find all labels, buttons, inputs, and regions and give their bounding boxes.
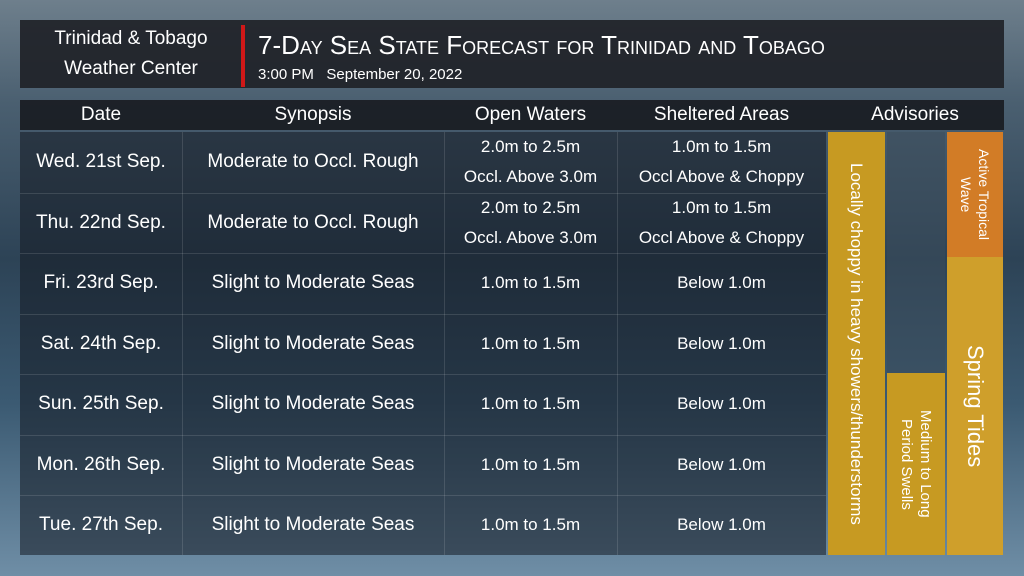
cell: Mon. 26th Sep. [36, 453, 166, 475]
cell-line: 1.0m to 1.5m [480, 515, 581, 535]
advisory-line: Period Swells [898, 418, 915, 510]
table-header-bar [20, 100, 1004, 130]
cell: Slight to Moderate Seas [211, 272, 415, 294]
column-header: Synopsis [274, 104, 352, 125]
org-line: Weather Center [64, 58, 198, 79]
org: Trinidad & Tobago Weather Center [20, 20, 242, 88]
org-line: Trinidad & Tobago [54, 28, 208, 49]
column-divider [444, 132, 445, 555]
cell: Below 1.0m [617, 253, 826, 314]
cell-line: Below 1.0m [677, 273, 766, 293]
cell-line: 1.0m to 1.5m [480, 394, 581, 414]
cell: Slight to Moderate Seas [211, 393, 415, 415]
cell-line: Occl Above & Choppy [638, 167, 805, 187]
advisory-empty [887, 132, 945, 373]
cell-line: Below 1.0m [677, 333, 766, 353]
column-header: Sheltered Areas [653, 104, 790, 125]
cell-line: Below 1.0m [677, 394, 766, 414]
timestamp: 3:00 PM September 20, 2022 [258, 66, 462, 83]
cell: 2.0m to 2.5m Occl. Above 3.0m [444, 132, 617, 193]
advisory-line: Spring Tides [963, 344, 988, 468]
cell: Thu. 22nd Sep. [36, 211, 166, 233]
cell: Sun. 25th Sep. [38, 393, 164, 415]
cell: Wed. 21st Sep. [36, 151, 166, 173]
cell: 1.0m to 1.5m Occl Above & Choppy [617, 132, 826, 193]
cell: Below 1.0m [617, 374, 826, 435]
cell: 2.0m to 2.5m Occl. Above 3.0m [444, 193, 617, 254]
advisory: Spring Tides [947, 257, 1003, 555]
column-divider [617, 132, 618, 555]
cell: 1.0m to 1.5m Occl Above & Choppy [617, 193, 826, 254]
date: September 20, 2022 [326, 66, 463, 83]
column-header: Date [80, 104, 122, 125]
cell-line: 2.0m to 2.5m [480, 197, 581, 217]
cell-line: 1.0m to 1.5m [480, 454, 581, 474]
cell-line: 1.0m to 1.5m [671, 137, 772, 157]
cell: 1.0m to 1.5m [444, 435, 617, 496]
cell: Moderate to Occl. Rough [207, 211, 419, 233]
cell: Moderate to Occl. Rough [207, 151, 419, 173]
cell-line: 1.0m to 1.5m [480, 333, 581, 353]
cell: Fri. 23rd Sep. [43, 272, 159, 294]
time: 3:00 PM [258, 66, 314, 83]
header-bar [20, 20, 1004, 88]
cell: Below 1.0m [617, 435, 826, 496]
row-divider [20, 495, 826, 496]
advisory: Medium to Long Period Swells [887, 373, 945, 555]
advisory: Locally choppy in heavy showers/thunders… [828, 132, 885, 555]
row-divider [20, 434, 826, 436]
cell-line: Occl. Above 3.0m [463, 227, 598, 247]
cell: 1.0m to 1.5m [444, 374, 617, 435]
cell: 1.0m to 1.5m [444, 314, 617, 375]
row-divider [20, 253, 826, 254]
cell-line: 2.0m to 2.5m [480, 137, 581, 157]
row-divider [20, 313, 826, 315]
advisory-line: Wave [958, 176, 974, 213]
cell-line: Occl. Above 3.0m [463, 167, 598, 187]
cell-line: Below 1.0m [677, 515, 766, 535]
cell: Slight to Moderate Seas [211, 332, 415, 354]
advisory-line: Active Tropical [976, 148, 992, 241]
cell: 1.0m to 1.5m [444, 495, 617, 556]
row-divider [20, 374, 826, 375]
cell-line: 1.0m to 1.5m [480, 273, 581, 293]
cell: 1.0m to 1.5m [444, 253, 617, 314]
column-header: Advisories [871, 104, 959, 125]
red-divider [241, 25, 245, 87]
title: 7-Day Sea State Forecast for Trinidad an… [258, 30, 825, 60]
column-divider [182, 132, 183, 555]
table-body [20, 132, 826, 555]
cell: Slight to Moderate Seas [211, 514, 415, 536]
cell: Sat. 24th Sep. [40, 332, 162, 354]
column-header: Open Waters [474, 104, 587, 125]
row-divider [20, 192, 826, 194]
advisory-line: Locally choppy in heavy showers/thunders… [847, 162, 866, 525]
cell-line: 1.0m to 1.5m [671, 197, 772, 217]
cell: Below 1.0m [617, 495, 826, 556]
cell: Below 1.0m [617, 314, 826, 375]
cell: Tue. 27th Sep. [39, 514, 163, 536]
advisory-line: Medium to Long [917, 410, 934, 518]
cell: Slight to Moderate Seas [211, 453, 415, 475]
advisory: Active Tropical Wave [947, 132, 1003, 257]
cell-line: Below 1.0m [677, 454, 766, 474]
cell-line: Occl Above & Choppy [638, 227, 805, 247]
